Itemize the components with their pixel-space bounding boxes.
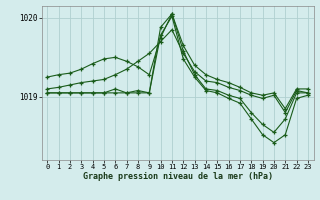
X-axis label: Graphe pression niveau de la mer (hPa): Graphe pression niveau de la mer (hPa) (83, 172, 273, 181)
